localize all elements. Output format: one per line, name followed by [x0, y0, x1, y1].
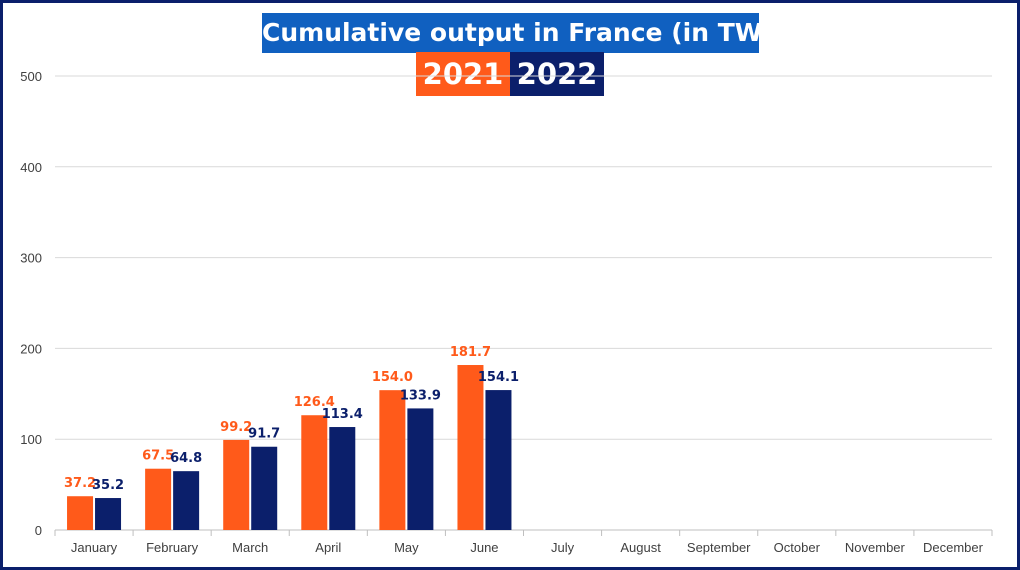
x-tick-label: March	[232, 540, 268, 555]
x-tick-label: October	[774, 540, 821, 555]
bar-2021	[379, 390, 406, 530]
data-label-2022: 91.7	[248, 427, 280, 442]
data-label-2022: 113.4	[322, 407, 363, 422]
bar-2021	[457, 365, 484, 530]
y-tick-label: 500	[20, 69, 42, 84]
y-tick-label: 200	[20, 341, 42, 356]
legend-2022: 2022	[510, 52, 604, 96]
bar-2022	[173, 471, 200, 530]
x-tick-label: April	[315, 540, 341, 555]
y-tick-label: 300	[20, 251, 42, 266]
x-tick-label: September	[687, 540, 751, 555]
data-label-2021: 99.2	[220, 420, 252, 435]
data-label-2022: 35.2	[92, 478, 124, 493]
bar-2021	[145, 468, 172, 530]
x-tick-label: November	[845, 540, 906, 555]
bar-2022	[329, 427, 356, 530]
x-tick-label: December	[923, 540, 984, 555]
bar-2022	[407, 408, 434, 530]
data-label-2022: 64.8	[170, 451, 202, 466]
bar-2021	[67, 496, 94, 530]
data-label-2021: 181.7	[450, 345, 491, 360]
x-tick-label: January	[71, 540, 118, 555]
data-label-2021: 37.2	[64, 476, 96, 491]
bar-2022	[485, 390, 512, 530]
x-tick-label: May	[394, 540, 419, 555]
data-label-2021: 67.5	[142, 449, 174, 464]
bar-2022	[251, 446, 278, 530]
chart-title: Cumulative output in France (in TWh)	[262, 13, 792, 53]
x-tick-label: August	[620, 540, 661, 555]
data-label-2022: 154.1	[478, 370, 519, 385]
data-label-2022: 133.9	[400, 388, 441, 403]
data-label-2021: 126.4	[294, 395, 335, 410]
y-tick-label: 0	[35, 523, 42, 538]
x-tick-label: June	[470, 540, 498, 555]
legend-2021: 2021	[416, 52, 510, 96]
bar-2021	[223, 439, 250, 530]
bar-2022	[95, 498, 122, 530]
x-tick-label: July	[551, 540, 575, 555]
y-tick-label: 400	[20, 160, 42, 175]
x-tick-label: February	[146, 540, 199, 555]
data-label-2021: 154.0	[372, 370, 413, 385]
y-tick-label: 100	[20, 432, 42, 447]
bar-2021	[301, 415, 328, 530]
